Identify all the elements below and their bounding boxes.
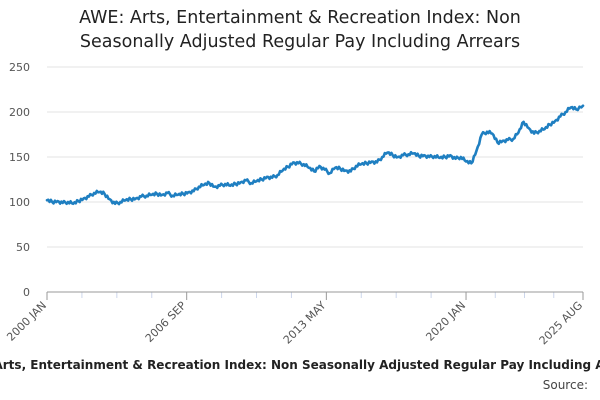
y-tick-label: 250: [9, 61, 30, 74]
y-tick-label: 200: [9, 106, 30, 119]
series-legend-label: AWE: Arts, Entertainment & Recreation In…: [0, 358, 600, 372]
x-tick-label: 2006 SEP: [143, 299, 189, 345]
x-tick-label: 2025 AUG: [537, 299, 586, 348]
chart-title: AWE: Arts, Entertainment & Recreation In…: [0, 6, 600, 54]
x-tick-label: 2020 JAN: [423, 299, 468, 344]
series-legend: AWE: Arts, Entertainment & Recreation In…: [0, 358, 600, 376]
y-tick-label: 0: [23, 286, 30, 299]
y-tick-label: 50: [16, 241, 30, 254]
source-label: Source:: [542, 378, 588, 392]
vertical-gridlines: [81, 292, 555, 298]
series-layer: [45, 104, 585, 206]
gridlines: [47, 66, 583, 248]
chart-title-line-2: Seasonally Adjusted Regular Pay Includin…: [79, 32, 521, 52]
y-tick-label: 100: [9, 196, 30, 209]
x-tick-label: 2013 MAY: [281, 299, 329, 347]
y-tick-label: 150: [9, 151, 30, 164]
y-axis-tick-labels: 0 50 100 150 200 250: [9, 61, 30, 299]
x-tick-label: 2000 JAN: [4, 299, 49, 344]
x-axis-tick-labels: 2000 JAN 2006 SEP 2013 MAY 2020 JAN 2025 AUG: [4, 292, 585, 347]
chart-title-line-1: AWE: Arts, Entertainment & Recreation In…: [79, 8, 521, 28]
series-line: [45, 104, 585, 206]
